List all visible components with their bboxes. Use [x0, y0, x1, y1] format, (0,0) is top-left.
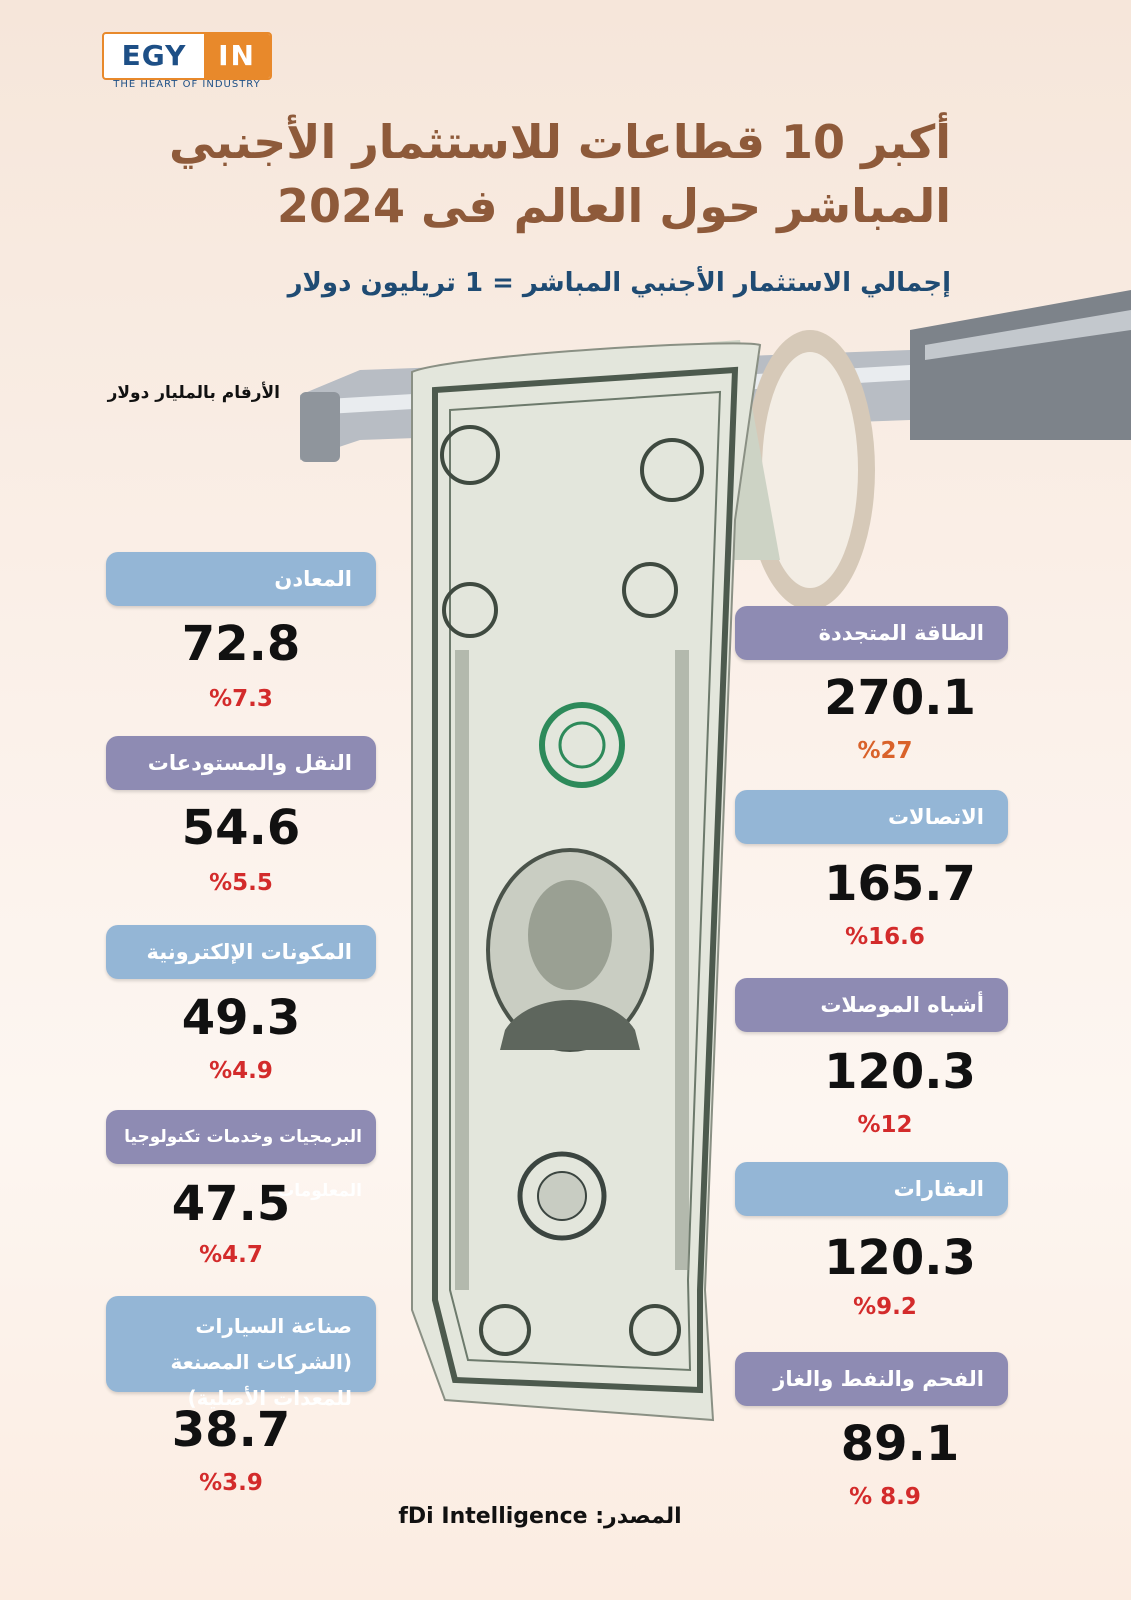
sector-percent-coal-oil-gas: % 8.9 — [849, 1484, 921, 1510]
sector-percent-communications: %16.6 — [845, 924, 925, 950]
sector-value-transport: 54.6 — [181, 800, 301, 856]
sector-value-real-estate: 120.3 — [824, 1230, 976, 1286]
sector-percent-metals: %7.3 — [209, 686, 273, 712]
sector-percent-renewable-energy: %27 — [857, 738, 913, 764]
sector-percent-electronic-components: %4.9 — [209, 1058, 273, 1084]
logo-tagline: THE HEART OF INDUSTRY — [113, 79, 261, 90]
page-subtitle: إجمالي الاستثمار الأجنبي المباشر = 1 تري… — [287, 268, 951, 298]
sector-label-coal-oil-gas: الفحم والنفط والغاز — [735, 1352, 1008, 1406]
sector-value-communications: 165.7 — [824, 856, 976, 912]
sector-label-metals: المعادن — [106, 552, 376, 606]
sector-percent-software-it: %4.7 — [199, 1242, 263, 1268]
bill-sheet-icon — [411, 342, 762, 1422]
sector-label-real-estate: العقارات — [735, 1162, 1008, 1216]
sector-value-renewable-energy: 270.1 — [824, 670, 976, 726]
sector-percent-automotive-oem: %3.9 — [199, 1470, 263, 1496]
sector-label-communications: الاتصالات — [735, 790, 1008, 844]
sector-value-automotive-oem: 38.7 — [171, 1402, 291, 1458]
logo-box: EGY IN — [102, 32, 272, 80]
sector-percent-semiconductors: %12 — [857, 1112, 913, 1138]
sector-percent-real-estate: %9.2 — [853, 1294, 917, 1320]
sector-label-electronic-components: المكونات الإلكترونية — [106, 925, 376, 979]
sector-label-semiconductors: أشباه الموصلات — [735, 978, 1008, 1032]
unit-note: الأرقام بالمليار دولار — [107, 383, 280, 403]
sector-value-metals: 72.8 — [181, 616, 301, 672]
sector-value-software-it: 47.5 — [171, 1176, 291, 1232]
sector-value-semiconductors: 120.3 — [824, 1044, 976, 1100]
sector-percent-transport: %5.5 — [209, 870, 273, 896]
source-credit: المصدر: fDi Intelligence — [398, 1504, 682, 1529]
sector-label-software-it: البرمجيات وخدمات تكنولوجيا المعلومات — [106, 1110, 376, 1201]
brand-logo: EGY IN THE HEART OF INDUSTRY — [102, 32, 272, 94]
sector-label-renewable-energy: الطاقة المتجددة — [735, 606, 1008, 660]
sector-value-coal-oil-gas: 89.1 — [840, 1416, 960, 1472]
sector-label-transport: النقل والمستودعات — [106, 736, 376, 790]
title-line-1: أكبر 10 قطاعات للاستثمار الأجنبي — [169, 115, 951, 169]
title-line-2: المباشر حول العالم فى 2024 — [276, 179, 951, 233]
logo-egy-text: EGY — [121, 39, 187, 72]
sector-label-automotive-oem: صناعة السيارات (الشركات المصنعة للمعدات … — [106, 1296, 376, 1410]
sector-value-electronic-components: 49.3 — [181, 990, 301, 1046]
page-title: أكبر 10 قطاعات للاستثمار الأجنبي المباشر… — [131, 110, 951, 238]
logo-in-text: IN — [204, 34, 270, 78]
